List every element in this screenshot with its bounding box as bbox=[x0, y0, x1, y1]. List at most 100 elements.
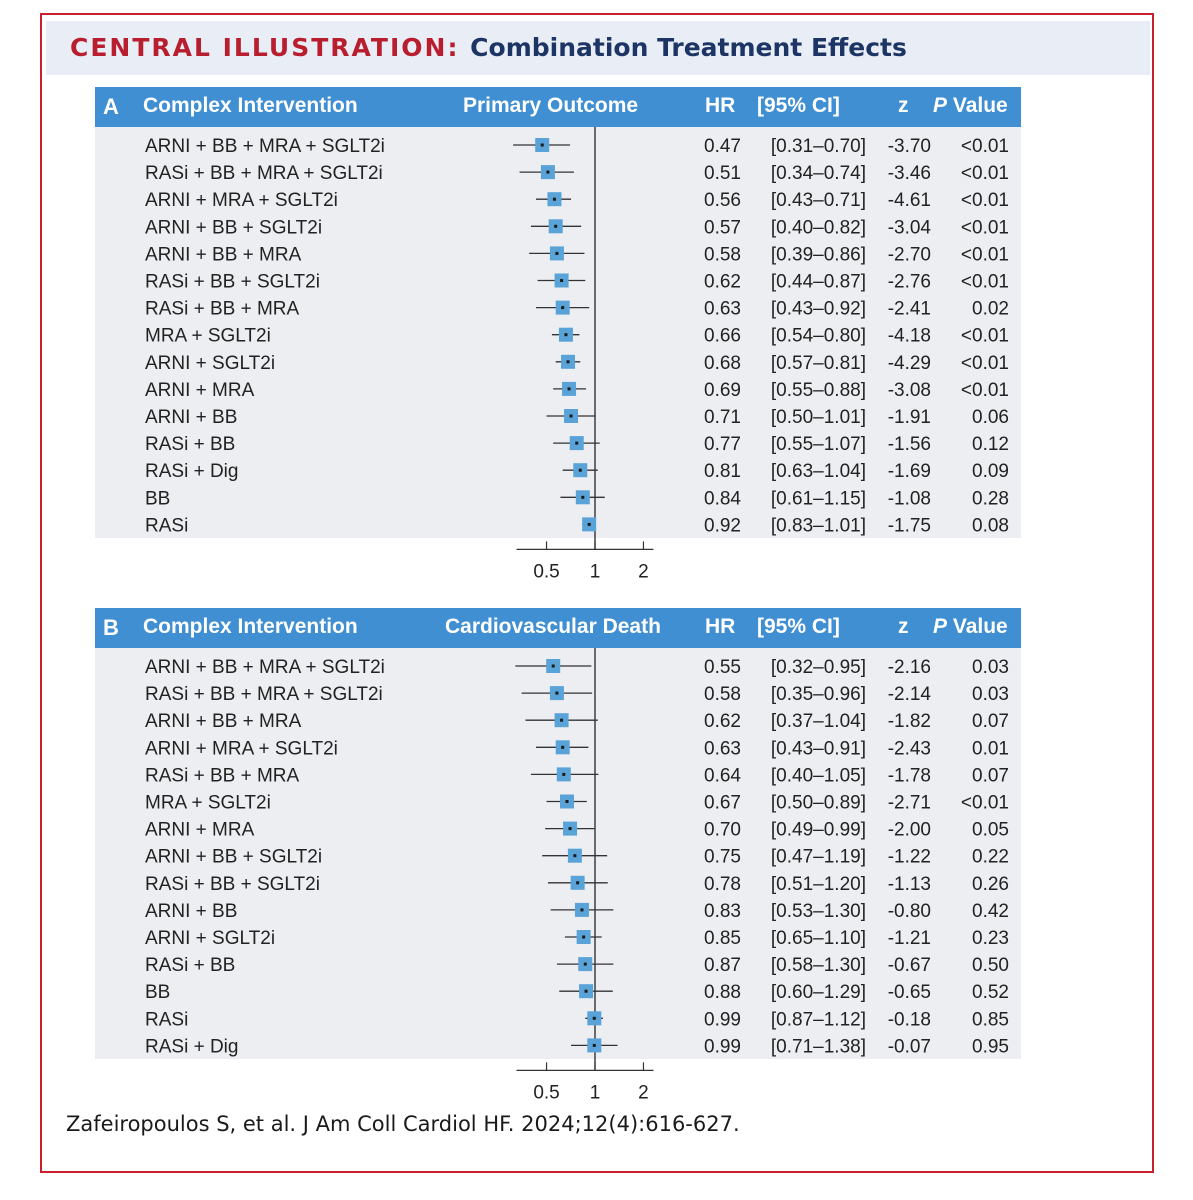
panel-b-hr-point bbox=[555, 691, 559, 695]
central-illustration-label: CENTRAL ILLUSTRATION: bbox=[70, 33, 460, 62]
panel-a-hr-value: 0.77 bbox=[704, 434, 741, 455]
panel-b-row-label: ARNI + BB + MRA + SGLT2i bbox=[145, 657, 385, 678]
panel-b-ci-value: [0.40–1.05] bbox=[771, 765, 866, 786]
panel-a-hr-value: 0.51 bbox=[704, 163, 741, 184]
panel-b-z-value: -2.16 bbox=[888, 657, 931, 678]
panel-a-row-label: RASi + BB + SGLT2i bbox=[145, 272, 320, 293]
panel-b-z-value: -2.14 bbox=[888, 684, 932, 705]
panel-a-z-value: -2.70 bbox=[888, 244, 931, 265]
panel-a-row-label: ARNI + MRA + SGLT2i bbox=[145, 190, 338, 211]
panel-b-row-label: RASi + Dig bbox=[145, 1036, 238, 1057]
panel-a-col-p: P Value bbox=[933, 94, 1008, 118]
panel-b-hr-point bbox=[584, 989, 588, 993]
panel-b-z-value: -2.00 bbox=[888, 820, 931, 841]
panel-a-ci-value: [0.50–1.01] bbox=[771, 407, 866, 428]
panel-b-hr-value: 0.70 bbox=[704, 820, 741, 841]
panel-a-hr-value: 0.57 bbox=[704, 217, 741, 238]
panel-a-ci-value: [0.39–0.86] bbox=[771, 244, 866, 265]
panel-b-hr-value: 0.99 bbox=[704, 1009, 741, 1030]
panel-a-hr-value: 0.81 bbox=[704, 461, 741, 482]
panel-a-p-value: 0.12 bbox=[972, 434, 1009, 455]
panel-b-p-value: 0.03 bbox=[972, 657, 1009, 678]
panel-a-p-value: 0.09 bbox=[972, 461, 1009, 482]
panel-a-letter: A bbox=[103, 94, 119, 119]
panel-a-p-value: <0.01 bbox=[961, 190, 1009, 211]
panel-a-p-value: <0.01 bbox=[961, 380, 1009, 401]
panel-b-ci-value: [0.58–1.30] bbox=[771, 955, 866, 976]
panel-a-col-intervention: Complex Intervention bbox=[143, 94, 358, 117]
panel-a-ci-value: [0.34–0.74] bbox=[771, 163, 866, 184]
panel-b-p-value: 0.50 bbox=[972, 955, 1009, 976]
panel-b-row-label: RASi + BB bbox=[145, 955, 235, 976]
panel-b-hr-value: 0.85 bbox=[704, 928, 741, 949]
panel-a-hr-value: 0.69 bbox=[704, 380, 741, 401]
panel-b-z-value: -0.18 bbox=[888, 1009, 931, 1030]
panel-a-hr-point bbox=[575, 441, 579, 445]
panel-a-z-value: -3.46 bbox=[888, 163, 931, 184]
panel-a-hr-point bbox=[587, 522, 591, 526]
panel-a-p-value: 0.02 bbox=[972, 299, 1009, 320]
panel-b-hr-point bbox=[592, 1016, 596, 1020]
panel-b-ci-value: [0.65–1.10] bbox=[771, 928, 866, 949]
panel-b-hr-value: 0.63 bbox=[704, 738, 741, 759]
panel-a-ci-value: [0.55–0.88] bbox=[771, 380, 866, 401]
panel-a-ci-value: [0.44–0.87] bbox=[771, 272, 866, 293]
panel-b-ci-value: [0.32–0.95] bbox=[771, 657, 866, 678]
panel-a-z-value: -2.76 bbox=[888, 272, 931, 293]
panel-b-z-value: -1.22 bbox=[888, 847, 931, 868]
panel-b-col-hr: HR bbox=[705, 615, 736, 638]
panel-a-z-value: -1.69 bbox=[888, 461, 931, 482]
panel-a-z-value: -1.75 bbox=[888, 515, 931, 536]
panel-b-row-label: RASi + BB + MRA + SGLT2i bbox=[145, 684, 383, 705]
panel-b-col-intervention: Complex Intervention bbox=[143, 615, 358, 638]
panel-b-z-value: -1.21 bbox=[888, 928, 931, 949]
panel-b-hr-value: 0.67 bbox=[704, 793, 741, 814]
panel-b-header: B Complex Intervention Cardiovascular De… bbox=[95, 608, 1021, 648]
panel-a-z-value: -2.41 bbox=[888, 299, 931, 320]
panel-a-col-ci: [95% CI] bbox=[757, 94, 840, 117]
panel-a-hr-point bbox=[554, 224, 558, 228]
panel-a-row-label: RASi + BB + MRA bbox=[145, 299, 299, 320]
panel-b-row-label: MRA + SGLT2i bbox=[145, 793, 271, 814]
panel-b-hr-point bbox=[565, 800, 569, 803]
panel-a-row-label: RASi + Dig bbox=[145, 461, 238, 482]
panel-a-hr-value: 0.56 bbox=[704, 190, 741, 211]
panel-a-hr-point bbox=[540, 143, 544, 147]
panel-a-p-value: <0.01 bbox=[961, 163, 1009, 184]
panel-b-row-label: ARNI + MRA bbox=[145, 820, 255, 841]
panel-b-x-tick-label: 2 bbox=[638, 1082, 649, 1103]
panel-a-ci-value: [0.40–0.82] bbox=[771, 217, 866, 238]
panel-b-hr-point bbox=[551, 664, 555, 668]
panel-b-p-value: 0.52 bbox=[972, 982, 1009, 1003]
panel-b-row-label: ARNI + SGLT2i bbox=[145, 928, 275, 949]
panel-a-hr-value: 0.47 bbox=[704, 136, 741, 157]
panel-b-col-p-rest: Value bbox=[947, 615, 1008, 638]
panel-a-p-value: 0.08 bbox=[972, 515, 1009, 536]
panel-b-z-value: -0.07 bbox=[888, 1036, 931, 1057]
panel-a-row-label: ARNI + BB + MRA + SGLT2i bbox=[145, 136, 385, 157]
panel-b-ci-value: [0.49–0.99] bbox=[771, 820, 866, 841]
panel-b-ci-value: [0.87–1.12] bbox=[771, 1009, 866, 1030]
panel-b-ci-value: [0.43–0.91] bbox=[771, 738, 866, 759]
panel-a-p-value: <0.01 bbox=[961, 326, 1009, 347]
panel-a-z-value: -3.04 bbox=[888, 217, 932, 238]
panel-b-hr-value: 0.64 bbox=[704, 765, 741, 786]
panel-a-ci-value: [0.43–0.71] bbox=[771, 190, 866, 211]
panel-a-col-hr: HR bbox=[705, 94, 736, 117]
panel-b-z-value: -1.78 bbox=[888, 765, 931, 786]
panel-b-hr-point bbox=[561, 745, 565, 749]
panel-a-row-label: ARNI + BB bbox=[145, 407, 237, 428]
panel-a-p-value: <0.01 bbox=[961, 217, 1009, 238]
panel-a-hr-point bbox=[560, 279, 564, 282]
panel-b-p-value: 0.95 bbox=[972, 1036, 1009, 1057]
panel-a-x-tick-label: 0.5 bbox=[533, 561, 559, 582]
panel-a-p-value: <0.01 bbox=[961, 244, 1009, 265]
panel-b-forest-plot: 0.5 1 2 ARNI + BB + MRA + SGLT2i 0.55 [0.32–0… bbox=[145, 648, 1009, 1103]
panel-a-hr-point bbox=[552, 197, 556, 201]
panel-a-z-value: -4.61 bbox=[888, 190, 931, 211]
panel-a-hr-point bbox=[567, 387, 571, 391]
panel-b-ci-value: [0.37–1.04] bbox=[771, 711, 866, 732]
panel-a-hr-point bbox=[581, 495, 585, 499]
panel-a-ci-value: [0.55–1.07] bbox=[771, 434, 866, 455]
